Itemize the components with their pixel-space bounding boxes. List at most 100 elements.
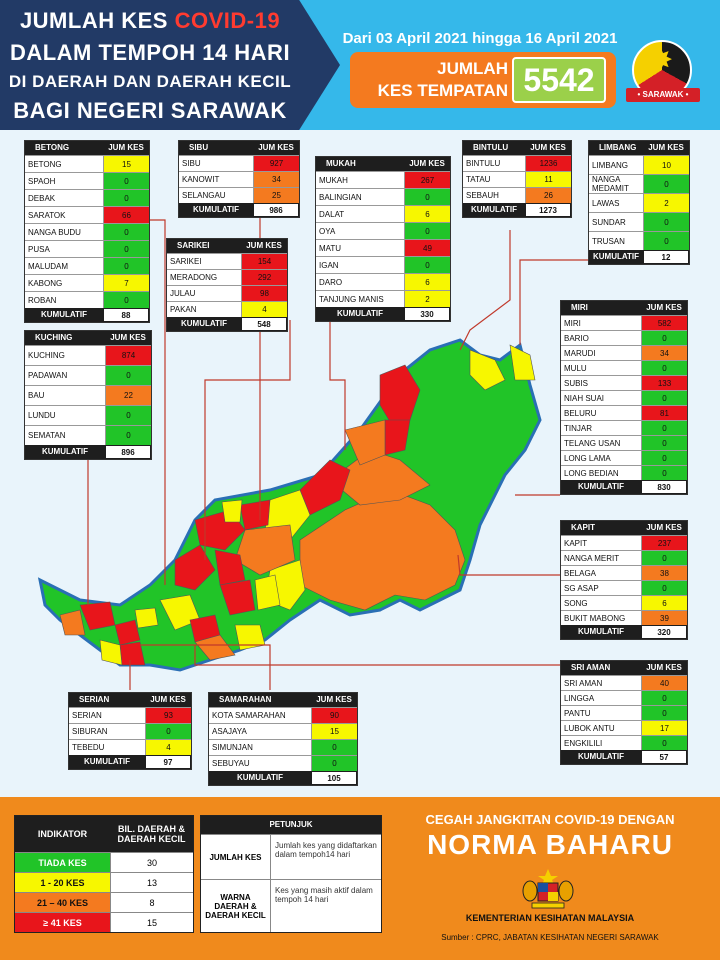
table-header: BINTULU JUM KES: [463, 141, 571, 155]
table-serian: SERIAN JUM KES SERIAN 93 SIBURAN 0 TEBEDU 4 KU…: [68, 692, 192, 770]
case-count: 0: [103, 173, 149, 189]
district-name: LIMBANG: [592, 160, 629, 170]
title-highlight: COVID-19: [174, 8, 281, 33]
map-region-lubok-antu: [234, 624, 266, 651]
indicator-label: TIADA KES: [15, 853, 110, 872]
case-count: 0: [404, 257, 450, 273]
table-row: SEBAUH 26: [463, 187, 571, 203]
table-footer: KUMULATIF 330: [316, 307, 450, 321]
indicator-count: 13: [110, 873, 193, 892]
table-row: KAPIT 237: [561, 535, 687, 550]
table-sarikei: SARIKEI JUM KES SARIKEI 154 MERADONG 292 JULA…: [166, 238, 288, 332]
table-header: SERIAN JUM KES: [69, 693, 191, 707]
table-row: BINTULU 1236: [463, 155, 571, 171]
table-footer: KUMULATIF 896: [25, 445, 151, 459]
leader-line-limbang: [519, 259, 590, 345]
table-row: MIRI 582: [561, 315, 687, 330]
table-limbang: LIMBANG JUM KES LIMBANG 10 NANGA MEDAMIT 0 LA…: [588, 140, 690, 265]
table-row: KABONG 7: [25, 274, 149, 291]
table-footer: KUMULATIF 548: [167, 317, 287, 331]
indicator-row: 1 - 20 KES 13: [15, 872, 193, 892]
table-row: ENGKILILI 0: [561, 735, 687, 750]
table-footer: KUMULATIF 986: [179, 203, 299, 217]
table-bintulu: BINTULU JUM KES BINTULU 1236 TATAU 11 SEBAUH 2…: [462, 140, 572, 218]
table-row: TATAU 11: [463, 171, 571, 187]
map-region-julau: [219, 579, 256, 616]
table-row: MATU 49: [316, 239, 450, 256]
map-region-limbang: [469, 349, 506, 391]
star-icon: ✸: [648, 44, 674, 77]
title-prefix: JUMLAH KES: [19, 8, 168, 33]
district-name: KANOWIT: [182, 175, 220, 184]
map-region-bau: [59, 609, 86, 636]
district-name: NANGA MERIT: [564, 553, 620, 563]
district-name: SEMATAN: [28, 431, 66, 440]
total-cases-box: JUMLAH KES TEMPATAN 5542: [350, 52, 616, 108]
map-region-sri-aman: [194, 634, 236, 661]
table-row: MARUDI 34: [561, 345, 687, 360]
district-name: MIRI: [564, 318, 581, 328]
table-row: DALAT 6: [316, 205, 450, 222]
table-row: BELAGA 38: [561, 565, 687, 580]
ministry-name: KEMENTERIAN KESIHATAN MALAYSIA: [465, 913, 635, 923]
case-count: 0: [105, 406, 151, 425]
district-name: SARATOK: [28, 210, 66, 220]
table-row: ASAJAYA 15: [209, 723, 357, 739]
case-count: 0: [145, 724, 191, 739]
petunjuk-title: PETUNJUK: [201, 816, 381, 834]
title-line-4: BAGI NEGERI SARAWAK: [13, 98, 287, 123]
indicator-label: ≥ 41 KES: [15, 913, 110, 932]
table-row: BETONG 15: [25, 155, 149, 172]
footer-panel: INDIKATOR BIL. DAERAH & DAERAH KECIL TIA…: [0, 797, 720, 960]
table-row: SIBU 927: [179, 155, 299, 171]
district-name: MERADONG: [170, 273, 218, 282]
table-footer: KUMULATIF 97: [69, 755, 191, 769]
case-count: 0: [641, 706, 687, 720]
total-label-line-1: JUMLAH: [437, 59, 508, 78]
district-name: TRUSAN: [592, 236, 625, 246]
case-count: 0: [641, 466, 687, 480]
indicator-col2: BIL. DAERAH & DAERAH KECIL: [117, 824, 186, 844]
district-name: BARIO: [564, 333, 589, 343]
leader-line-betong: [150, 219, 166, 585]
table-samarahan: SAMARAHAN JUM KES KOTA SAMARAHAN 90 ASAJAYA…: [208, 692, 358, 786]
case-count: 0: [643, 175, 689, 193]
table-row: SARATOK 66: [25, 206, 149, 223]
case-count: 26: [525, 188, 571, 203]
case-count: 154: [241, 254, 287, 269]
district-name: BETONG: [28, 159, 62, 169]
case-count: 0: [103, 241, 149, 257]
case-count: 39: [641, 611, 687, 625]
indicator-rows: TIADA KES 30 1 - 20 KES 13 21 – 40 KES 8 ≥ 41 …: [15, 852, 193, 932]
district-name: LUBOK ANTU: [564, 723, 615, 733]
table-row: SPAOH 0: [25, 172, 149, 189]
case-count: 237: [641, 536, 687, 550]
district-name: ROBAN: [28, 295, 57, 305]
case-count: 0: [643, 213, 689, 231]
leader-lines: [87, 210, 590, 690]
table-row: BAU 22: [25, 385, 151, 405]
indicator-row: ≥ 41 KES 15: [15, 912, 193, 932]
indicator-label: 21 – 40 KES: [15, 893, 110, 912]
table-row: LUBOK ANTU 17: [561, 720, 687, 735]
case-count: 133: [641, 376, 687, 390]
table-footer: KUMULATIF 1273: [463, 203, 571, 217]
case-count: 0: [105, 366, 151, 385]
table-header: SARIKEI JUM KES: [167, 239, 287, 253]
table-header: SRI AMAN JUM KES: [561, 661, 687, 675]
table-row: LAWAS 2: [589, 193, 689, 212]
case-count: 0: [641, 691, 687, 705]
sarawak-map: BETONG JUM KES BETONG 15 SPAOH 0 DEBAK 0 SARATO…: [0, 130, 720, 790]
leader-line-bintulu: [459, 230, 511, 351]
case-count: 15: [311, 724, 357, 739]
district-name: JULAU: [170, 289, 196, 298]
table-kapit: KAPIT JUM KES KAPIT 237 NANGA MERIT 0 BELAGA 3…: [560, 520, 688, 640]
case-count: 90: [311, 708, 357, 723]
table-row: DARO 6: [316, 273, 450, 290]
header-banner: JUMLAH KES COVID-19 DALAM TEMPOH 14 HARI…: [0, 0, 720, 130]
case-count: 0: [641, 391, 687, 405]
table-row: LINGGA 0: [561, 690, 687, 705]
map-region-meradong: [214, 549, 246, 586]
case-count: 267: [404, 172, 450, 188]
table-row: KANOWIT 34: [179, 171, 299, 187]
